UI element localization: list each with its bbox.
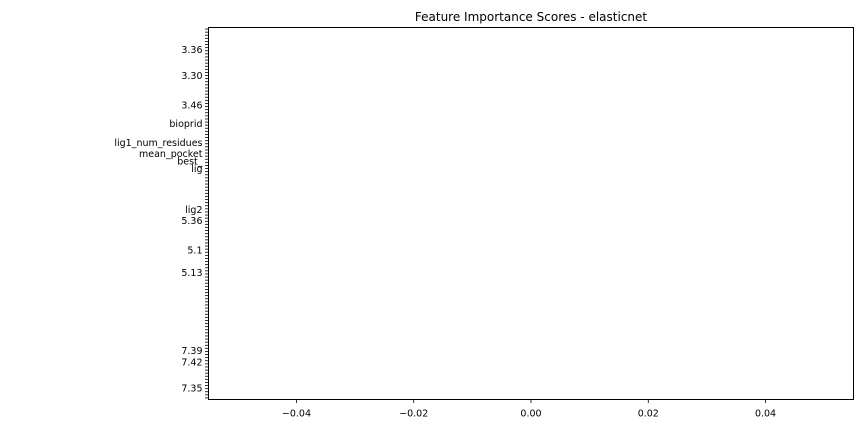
- y-category-label: lig2: [185, 205, 202, 216]
- chart-title: Feature Importance Scores - elasticnet: [415, 10, 648, 24]
- y-category-label: 7.42: [181, 357, 202, 368]
- y-category-label: mean_pocket: [139, 149, 203, 160]
- x-tick-label: −0.04: [282, 409, 311, 420]
- y-category-label: 5.13: [181, 268, 202, 279]
- y-category-label: 7.35: [181, 383, 202, 394]
- x-tick-label: 0.04: [755, 409, 776, 420]
- x-axis: −0.04 −0.02 0.00 0.02 0.04: [282, 399, 776, 420]
- y-category-label: 5.1: [187, 246, 202, 257]
- x-tick-label: −0.02: [399, 409, 428, 420]
- plot-area-frame: [208, 27, 854, 400]
- y-category-label: 3.36: [181, 45, 202, 56]
- y-category-label: best_: [177, 156, 203, 167]
- y-category-label: 7.39: [181, 346, 202, 357]
- y-category-label: bioprid: [169, 119, 202, 130]
- y-category-label: lig1_num_residues: [114, 138, 202, 149]
- x-tick-label: 0.02: [638, 409, 659, 420]
- y-category-label: 3.46: [181, 101, 202, 112]
- y-category-label: 5.36: [181, 216, 202, 227]
- y-category-label: lig: [191, 164, 202, 175]
- y-category-label: 3.30: [181, 71, 202, 82]
- x-tick-label: 0.00: [520, 409, 541, 420]
- y-category-labels: 3.36 3.30 3.46 5.36 5.1 5.13 bioprid lig1_num_r…: [114, 28, 209, 399]
